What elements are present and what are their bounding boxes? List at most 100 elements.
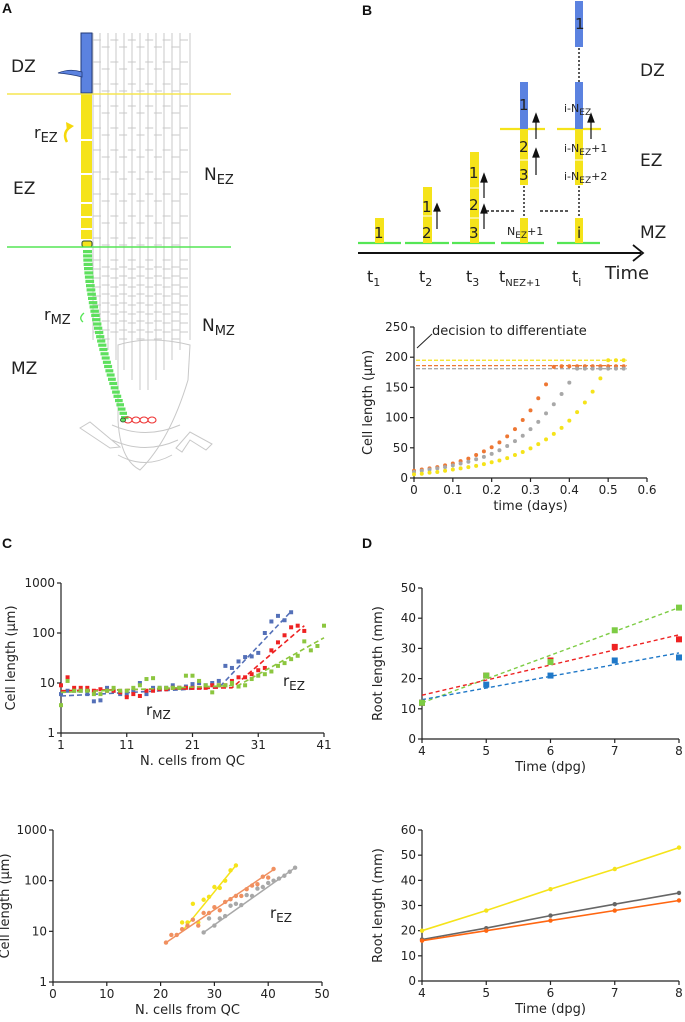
time-point-labels: t1 t2 t3 tNEZ+1 ti — [367, 267, 581, 289]
trendline-orange — [165, 868, 275, 944]
point-red — [85, 685, 90, 690]
point-green — [111, 685, 116, 690]
chart-c-bottom: 1 10 100 1000 0 10 20 30 40 50 N. cells from QC Cel… — [0, 823, 330, 1018]
annotation-rez: rEZ — [283, 672, 305, 693]
point-blue — [223, 663, 228, 668]
point-red — [65, 675, 70, 680]
point-green — [59, 703, 63, 708]
point-yellow — [179, 920, 185, 925]
point-gray — [249, 893, 255, 899]
point-red — [210, 683, 215, 688]
mz-cell — [109, 381, 118, 386]
x-tick-label: 0 — [410, 483, 418, 497]
point-green — [137, 683, 142, 688]
point-red — [151, 688, 156, 693]
point-blue — [229, 665, 234, 670]
point-yellow — [443, 468, 448, 473]
panel-letter-d: D — [362, 535, 372, 551]
ez-cells — [81, 94, 93, 248]
y-tick-label: 50 — [401, 581, 416, 595]
point-gray — [676, 890, 682, 896]
point-blue — [85, 692, 90, 697]
point-red — [249, 672, 254, 677]
point-orange — [484, 928, 489, 933]
y-tick-label: 20 — [401, 672, 416, 686]
point-green — [85, 688, 90, 693]
point-green — [144, 677, 149, 682]
mz-cell — [83, 262, 93, 266]
point-orange — [548, 918, 553, 923]
y-tick-label: 10 — [40, 676, 55, 690]
point-red — [203, 685, 208, 690]
y-tick-label: 40 — [401, 873, 416, 887]
point-gray — [458, 461, 463, 466]
point-orange — [567, 364, 572, 369]
mz-cell — [87, 292, 96, 296]
point-green — [170, 685, 175, 690]
point-green — [65, 678, 70, 683]
y-axis-label: Cell length (µm) — [0, 853, 13, 958]
svg-text:1: 1 — [575, 15, 585, 33]
point-orange — [244, 886, 249, 892]
y-axis-label: Root length (mm) — [371, 848, 386, 963]
y-tick-label: 1 — [39, 975, 47, 989]
x-tick-label: 4 — [418, 986, 426, 1000]
point-red — [262, 665, 267, 670]
point-gray — [466, 459, 471, 464]
mz-cell — [115, 399, 123, 403]
mz-cell — [105, 369, 114, 373]
x-tick-label: 30 — [207, 987, 222, 1001]
y-tick-label: 50 — [401, 848, 416, 862]
timeline-schematic — [358, 1, 645, 262]
point-green — [216, 683, 221, 688]
chart-b-cell-length-vs-time: 0 50 100 150 200 250 0 0.1 0.2 0.3 0.4 0.5 0.6 time (… — [361, 320, 657, 514]
point-orange — [544, 382, 549, 387]
point-green — [203, 683, 208, 688]
point-yellow — [427, 470, 432, 475]
point-blue — [144, 692, 149, 697]
x-tick-label: 40 — [261, 987, 276, 1001]
point-orange — [512, 427, 517, 432]
point-orange — [612, 908, 617, 913]
point-red — [131, 692, 136, 697]
point-gray — [271, 878, 276, 883]
point-gray — [497, 448, 502, 453]
point-gray — [612, 902, 617, 907]
mz-cell — [97, 339, 106, 343]
mz-cell — [96, 335, 105, 339]
point-yellow — [559, 425, 564, 430]
root-cell-grid — [79, 33, 213, 471]
point-red — [256, 668, 261, 673]
point-gray — [435, 466, 440, 471]
x-tick-label: 5 — [482, 986, 490, 1000]
point-yellow — [222, 878, 228, 883]
y-tick-label: 250 — [385, 320, 408, 334]
svg-text:1: 1 — [469, 164, 479, 182]
point-yellow — [606, 358, 611, 363]
point-orange — [481, 449, 486, 454]
trendline-blue — [60, 610, 292, 697]
stack-label-nez-plus-1: NEZ+1 — [507, 225, 543, 241]
mz-cell — [83, 250, 92, 254]
point-red — [282, 633, 287, 638]
point-blue — [262, 631, 267, 635]
root-diagram — [7, 32, 231, 471]
x-tick-label: 8 — [675, 744, 683, 758]
point-blue — [236, 659, 241, 664]
mz-cell — [90, 309, 99, 313]
x-tick-label: 0.4 — [560, 483, 579, 497]
stack-label-i-nez-plus-1: i-NEZ+1 — [564, 142, 607, 158]
point-orange — [233, 893, 239, 899]
b-zone-dz: DZ — [640, 61, 665, 81]
point-orange — [249, 883, 255, 888]
mz-cell — [86, 288, 96, 292]
point-yellow — [435, 469, 440, 474]
point-gray — [427, 467, 432, 472]
point-yellow — [505, 456, 510, 461]
y-tick-label: 10 — [401, 949, 416, 963]
point-blue — [289, 610, 294, 615]
point-gray — [520, 433, 525, 438]
point-red — [144, 688, 149, 693]
point-green — [302, 639, 307, 644]
